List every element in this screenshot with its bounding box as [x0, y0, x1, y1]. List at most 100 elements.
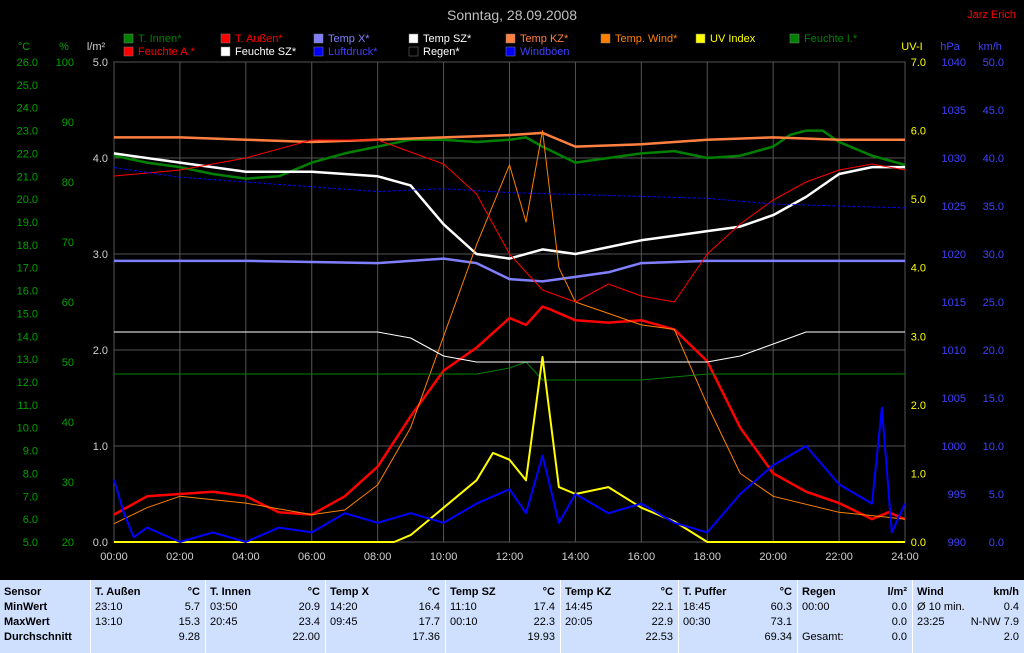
axis-tick-pressure_hpa: 1035 [942, 105, 966, 117]
x-tick-label: 10:00 [430, 551, 458, 563]
axis-tick-wind_kmh: 35.0 [983, 201, 1004, 213]
x-tick-label: 08:00 [364, 551, 392, 563]
legend-label: UV Index [710, 33, 756, 45]
column-unit: °C [307, 586, 320, 598]
series-line-feuchtea [113, 139, 906, 303]
axis-tick-rain_lm2: 0.0 [93, 537, 108, 549]
axis-tick-pressure_hpa: 1000 [942, 441, 966, 453]
column-name: Temp SZ [450, 586, 496, 598]
legend-label: Feuchte SZ* [235, 46, 297, 58]
series-line-tempx [114, 257, 905, 283]
axis-tick-temp_c: 17.0 [17, 263, 38, 275]
axis-unit-humidity_pct: % [59, 41, 69, 53]
x-tick-label: 18:00 [693, 551, 721, 563]
column-header: Temp SZ °C [450, 586, 555, 598]
avg-value: 22.53 [645, 631, 673, 643]
column-unit: km/h [993, 586, 1019, 598]
axis-tick-rain_lm2: 5.0 [93, 57, 108, 69]
axis-tick-pressure_hpa: 1040 [942, 57, 966, 69]
x-tick-label: 14:00 [562, 551, 590, 563]
axis-tick-pressure_hpa: 1015 [942, 297, 966, 309]
legend-label: Feuchte A.* [138, 46, 196, 58]
max-value: 73.1 [770, 616, 792, 628]
column-name: Wind [917, 586, 944, 598]
avg-row: Gesamt: 0.0 [802, 631, 907, 645]
legend-swatch [123, 46, 134, 57]
avg-value: 22.00 [292, 631, 320, 643]
column-header: T. Puffer °C [683, 586, 792, 598]
column-wind: Wind km/h Ø 10 min. 0.4 23:25 N-NW 7.9 2.0 [912, 580, 1024, 653]
column-header: Wind km/h [917, 586, 1019, 598]
legend-swatch [313, 46, 324, 57]
min-time: 14:45 [565, 601, 593, 613]
column-regen: Regen l/m² 00:00 0.0 0.0 Gesamt: 0.0 [797, 580, 913, 653]
axis-tick-wind_kmh: 10.0 [983, 441, 1004, 453]
avg-row: 22.53 [565, 631, 673, 645]
x-tick-label: 04:00 [232, 551, 260, 563]
column-tpuffer: T. Puffer °C 18:45 60.3 00:30 73.1 69.34 [678, 580, 798, 653]
axis-tick-uv: 6.0 [911, 126, 926, 138]
series-line-tempwind [113, 130, 906, 525]
avg-value: 69.34 [764, 631, 792, 643]
avg-row: 69.34 [683, 631, 792, 645]
stats-table: Sensor MinWert MaxWert Durchschnitt T. Außen… [0, 580, 1024, 653]
axis-unit-temp_c: °C [18, 41, 30, 53]
legend-label: Temp KZ* [520, 33, 569, 45]
axis-tick-temp_c: 6.0 [23, 514, 38, 526]
x-tick-label: 12:00 [496, 551, 524, 563]
axis-tick-wind_kmh: 30.0 [983, 249, 1004, 261]
axis-tick-wind_kmh: 0.0 [989, 537, 1004, 549]
min-time: 18:45 [683, 601, 711, 613]
max-value: 23.4 [298, 616, 320, 628]
axis-tick-rain_lm2: 1.0 [93, 441, 108, 453]
min-time: 11:10 [450, 601, 477, 613]
legend-swatch [505, 46, 516, 57]
axis-tick-rain_lm2: 4.0 [93, 153, 108, 165]
axis-tick-humidity_pct: 100 [56, 57, 74, 69]
chart-title: Sonntag, 28.09.2008 [447, 7, 577, 23]
axis-tick-humidity_pct: 70 [62, 237, 74, 249]
column-header: T. Innen °C [210, 586, 320, 598]
axis-tick-temp_c: 7.0 [23, 491, 38, 503]
axis-tick-wind_kmh: 25.0 [983, 297, 1004, 309]
column-unit: °C [779, 586, 792, 598]
column-header: Temp KZ °C [565, 586, 673, 598]
axis-tick-pressure_hpa: 1020 [942, 249, 966, 261]
min-value: 5.7 [184, 601, 200, 613]
column-name: T. Außen [95, 586, 141, 598]
column-tempkz: Temp KZ °C 14:45 22.1 20:05 22.9 22.53 [560, 580, 679, 653]
max-row: 00:30 73.1 [683, 616, 792, 630]
legend-swatch [123, 33, 134, 44]
min-value: 60.3 [770, 601, 792, 613]
axis-tick-pressure_hpa: 995 [948, 489, 966, 501]
legend-label: Temp. Wind* [615, 33, 678, 45]
avg-value: 2.0 [1003, 631, 1019, 643]
max-row: 23:25 N-NW 7.9 [917, 616, 1019, 630]
axis-tick-humidity_pct: 60 [62, 297, 74, 309]
min-row: 14:45 22.1 [565, 601, 673, 615]
axis-tick-wind_kmh: 5.0 [989, 489, 1004, 501]
avg-value: 9.28 [178, 631, 200, 643]
row-label: MinWert [4, 601, 48, 613]
avg-label: Gesamt: [802, 631, 844, 643]
legend-label: Luftdruck* [328, 46, 378, 58]
min-value: 17.4 [533, 601, 555, 613]
min-row: 00:00 0.0 [802, 601, 907, 615]
max-row: 20:45 23.4 [210, 616, 320, 630]
series-line-luftdruck [113, 167, 906, 209]
axis-tick-pressure_hpa: 1030 [942, 153, 966, 165]
column-unit: l/m² [887, 586, 907, 598]
max-row: 13:10 15.3 [95, 616, 200, 630]
max-value: 22.3 [533, 616, 555, 628]
axis-tick-temp_c: 15.0 [17, 308, 38, 320]
axis-tick-wind_kmh: 45.0 [983, 105, 1004, 117]
row-label: MaxWert [4, 616, 50, 628]
row-labels-column: Sensor MinWert MaxWert Durchschnitt [0, 580, 90, 653]
x-tick-label: 00:00 [100, 551, 128, 563]
chart-svg: 00:00 02:00 04:00 06:00 08:00 10:00 12:00 14:00… [17, 7, 1016, 563]
axis-tick-uv: 0.0 [911, 537, 926, 549]
axis-tick-humidity_pct: 80 [62, 177, 74, 189]
axis-tick-humidity_pct: 20 [62, 537, 74, 549]
axis-tick-temp_c: 11.0 [17, 400, 38, 412]
max-value: 22.9 [651, 616, 673, 628]
